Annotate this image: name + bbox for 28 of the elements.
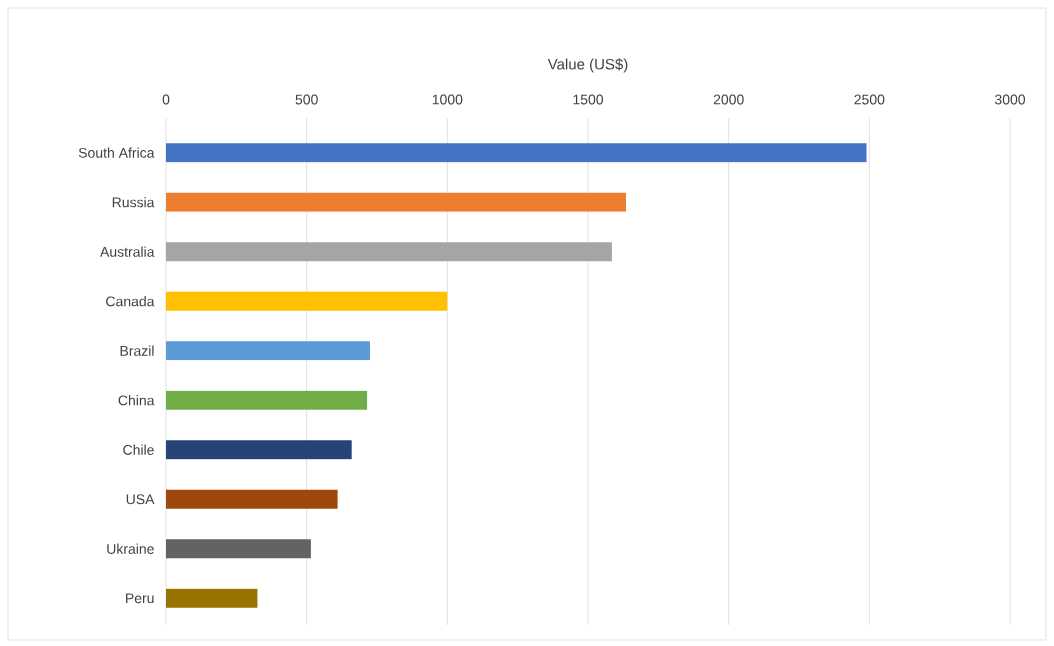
bar: [166, 291, 448, 311]
y-tick-label: South Africa: [78, 147, 155, 158]
x-tick-label: 2000: [713, 94, 744, 105]
bar: [166, 341, 370, 361]
x-tick-label: 3000: [994, 94, 1026, 105]
bar: [166, 242, 612, 262]
y-tick-label: Brazil: [120, 345, 154, 356]
y-tick-label: USA: [126, 494, 155, 505]
bar: [166, 539, 311, 559]
bar: [166, 192, 626, 212]
x-axis-title: Value (US$): [547, 58, 628, 73]
y-tick-label: China: [118, 395, 155, 406]
bar: [166, 489, 338, 509]
x-tick-label: 1000: [432, 94, 463, 105]
y-tick-label: Russia: [112, 197, 155, 208]
x-tick-label: 2500: [854, 94, 885, 105]
bar: [166, 143, 867, 163]
y-tick-label: Ukraine: [107, 543, 154, 554]
bar: [166, 440, 352, 460]
y-tick-label: Australia: [100, 246, 155, 257]
x-tick-label: 0: [162, 94, 170, 105]
y-tick-label: Peru: [126, 593, 154, 604]
y-tick-label: Chile: [123, 444, 154, 455]
x-tick-label: 1500: [573, 94, 604, 105]
y-tick-label: Canada: [106, 296, 155, 307]
bar: [166, 588, 258, 608]
bar: [166, 390, 368, 410]
x-tick-label: 500: [295, 94, 318, 105]
